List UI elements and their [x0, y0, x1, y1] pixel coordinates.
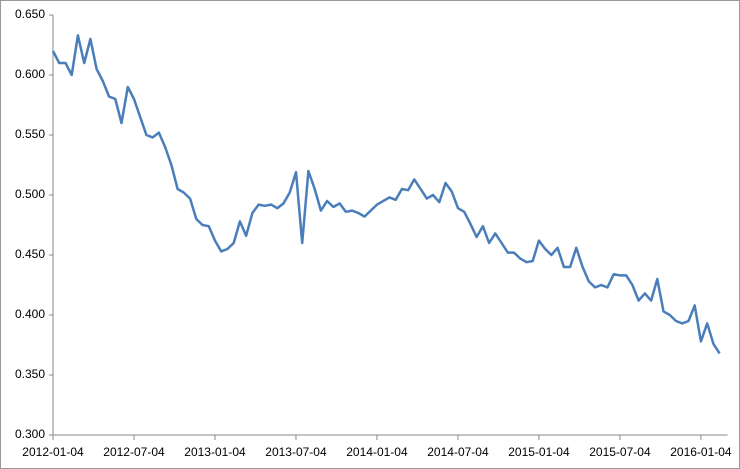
x-tick-label: 2016-01-04: [670, 445, 732, 459]
y-tick-label: 0.550: [15, 127, 45, 141]
y-tick-label: 0.350: [15, 367, 45, 381]
y-tick-label: 0.450: [15, 247, 45, 261]
y-tick-label: 0.500: [15, 187, 45, 201]
x-tick-label: 2013-07-04: [265, 445, 327, 459]
y-tick-label: 0.600: [15, 67, 45, 81]
y-tick-label: 0.400: [15, 307, 45, 321]
y-tick-label: 0.650: [15, 7, 45, 21]
x-tick-label: 2012-07-04: [103, 445, 165, 459]
x-tick-label: 2014-07-04: [427, 445, 489, 459]
x-tick-label: 2015-07-04: [589, 445, 651, 459]
y-tick-label: 0.300: [15, 427, 45, 441]
x-tick-label: 2012-01-04: [22, 445, 84, 459]
x-tick-label: 2014-01-04: [346, 445, 408, 459]
x-tick-label: 2013-01-04: [184, 445, 246, 459]
x-tick-label: 2015-01-04: [508, 445, 570, 459]
data-line: [51, 34, 721, 355]
